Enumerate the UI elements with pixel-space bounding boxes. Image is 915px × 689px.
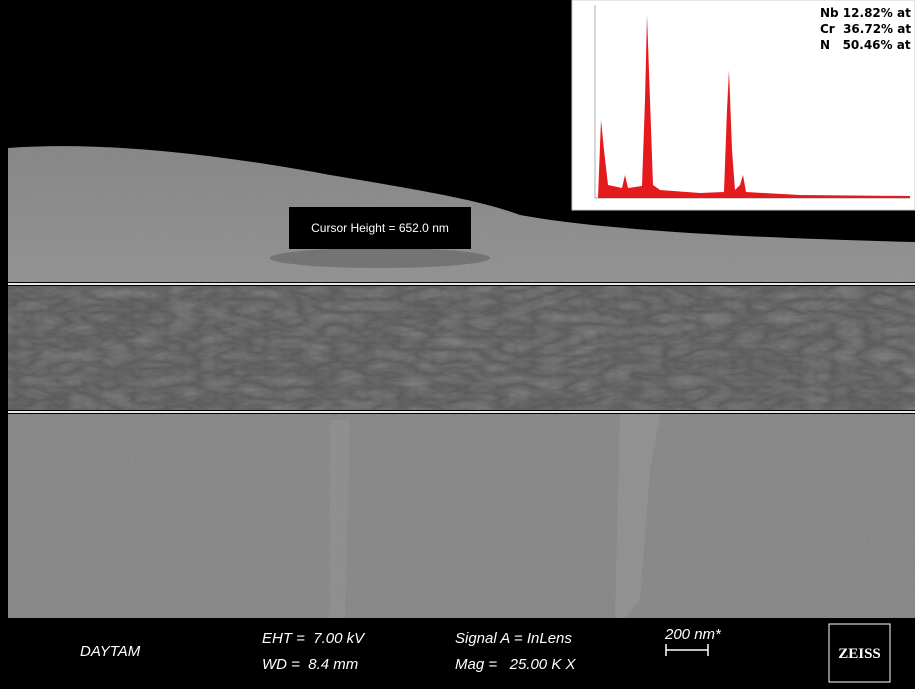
composition-line: N 50.46% at xyxy=(820,38,911,52)
wd: WD = 8.4 mm xyxy=(262,656,358,673)
operator: DAYTAM xyxy=(80,643,141,660)
multilayer-texture xyxy=(8,286,915,410)
sem-micrograph: Cursor Height = 652.0 nm Nb 12.82% at Cr… xyxy=(0,0,915,689)
eds-inset: Nb 12.82% at Cr 36.72% at N 50.46% at xyxy=(572,0,915,210)
logo: ZEISS xyxy=(838,646,881,662)
composition-line: Cr 36.72% at xyxy=(820,22,911,36)
substrate-texture xyxy=(8,414,915,618)
cursor-label: Cursor Height = 652.0 nm xyxy=(311,221,449,235)
scale-bar-label: 200 nm* xyxy=(664,626,722,643)
coating-shadow xyxy=(270,248,490,268)
eht: EHT = 7.00 kV xyxy=(262,630,366,647)
composition-line: Nb 12.82% at xyxy=(820,6,911,20)
signal: Signal A = InLens xyxy=(455,630,572,647)
mag: Mag = 25.00 K X xyxy=(455,656,576,673)
